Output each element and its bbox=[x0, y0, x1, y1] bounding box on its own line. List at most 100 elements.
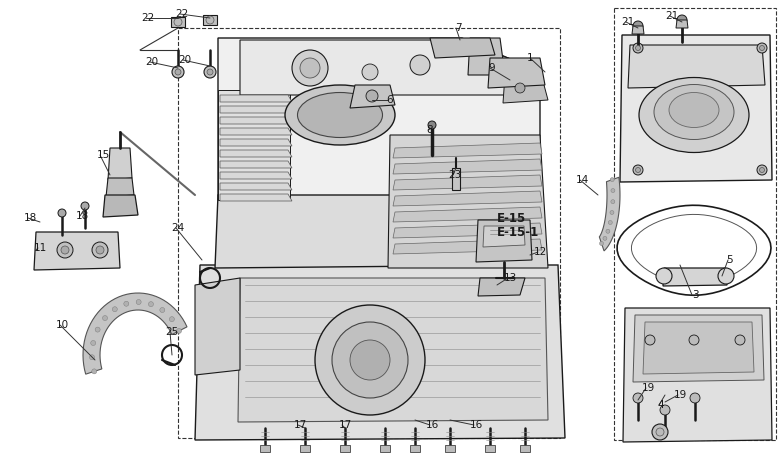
Circle shape bbox=[660, 405, 670, 415]
Circle shape bbox=[645, 335, 655, 345]
Circle shape bbox=[633, 43, 643, 53]
Circle shape bbox=[718, 268, 734, 284]
Circle shape bbox=[757, 43, 767, 53]
Polygon shape bbox=[663, 268, 727, 286]
Polygon shape bbox=[393, 207, 542, 222]
Circle shape bbox=[757, 165, 767, 175]
Polygon shape bbox=[633, 315, 764, 382]
Polygon shape bbox=[195, 278, 240, 375]
Polygon shape bbox=[195, 265, 565, 440]
Circle shape bbox=[91, 341, 96, 345]
Text: 14: 14 bbox=[575, 175, 589, 185]
Circle shape bbox=[176, 328, 181, 333]
Text: 12: 12 bbox=[533, 247, 546, 257]
Polygon shape bbox=[380, 445, 390, 452]
Circle shape bbox=[633, 165, 643, 175]
Circle shape bbox=[656, 428, 664, 436]
Circle shape bbox=[611, 200, 615, 204]
Circle shape bbox=[611, 189, 615, 193]
Polygon shape bbox=[34, 232, 120, 270]
Polygon shape bbox=[488, 58, 545, 88]
Circle shape bbox=[172, 66, 184, 78]
Polygon shape bbox=[260, 445, 270, 452]
Polygon shape bbox=[171, 17, 185, 27]
Text: 17: 17 bbox=[293, 420, 307, 430]
Polygon shape bbox=[483, 226, 525, 247]
Polygon shape bbox=[220, 150, 292, 157]
Polygon shape bbox=[103, 195, 138, 217]
Polygon shape bbox=[628, 45, 765, 88]
Circle shape bbox=[103, 316, 107, 320]
Circle shape bbox=[292, 50, 328, 86]
Text: 11: 11 bbox=[34, 243, 46, 253]
Text: 18: 18 bbox=[75, 211, 89, 221]
Polygon shape bbox=[240, 40, 540, 95]
Circle shape bbox=[350, 340, 390, 380]
Polygon shape bbox=[476, 220, 532, 262]
Polygon shape bbox=[393, 239, 542, 254]
Text: 8: 8 bbox=[426, 125, 434, 135]
Polygon shape bbox=[220, 128, 292, 135]
Circle shape bbox=[690, 393, 700, 403]
Polygon shape bbox=[220, 95, 292, 102]
Polygon shape bbox=[410, 445, 420, 452]
Text: 20: 20 bbox=[179, 55, 191, 65]
Text: E-15-1: E-15-1 bbox=[497, 225, 539, 238]
Circle shape bbox=[148, 301, 154, 307]
Polygon shape bbox=[520, 445, 530, 452]
Circle shape bbox=[428, 121, 436, 129]
Polygon shape bbox=[106, 178, 134, 197]
Text: 3: 3 bbox=[691, 290, 699, 300]
Circle shape bbox=[92, 369, 96, 374]
Text: 22: 22 bbox=[176, 9, 189, 19]
Ellipse shape bbox=[285, 85, 395, 145]
Circle shape bbox=[207, 69, 213, 75]
Polygon shape bbox=[218, 90, 290, 200]
Polygon shape bbox=[300, 445, 310, 452]
Circle shape bbox=[608, 220, 612, 225]
Polygon shape bbox=[393, 159, 542, 174]
Polygon shape bbox=[220, 172, 292, 179]
Circle shape bbox=[410, 55, 430, 75]
Circle shape bbox=[95, 327, 100, 332]
Polygon shape bbox=[83, 293, 187, 374]
Text: 25: 25 bbox=[165, 327, 179, 337]
Circle shape bbox=[300, 58, 320, 78]
Polygon shape bbox=[632, 26, 644, 34]
Polygon shape bbox=[340, 445, 350, 452]
Polygon shape bbox=[643, 322, 754, 374]
Text: 10: 10 bbox=[56, 320, 68, 330]
Circle shape bbox=[174, 18, 182, 26]
Polygon shape bbox=[393, 175, 542, 190]
Circle shape bbox=[636, 167, 641, 172]
Circle shape bbox=[58, 209, 66, 217]
Circle shape bbox=[515, 83, 525, 93]
Text: 15: 15 bbox=[96, 150, 110, 160]
Circle shape bbox=[689, 335, 699, 345]
Circle shape bbox=[315, 305, 425, 415]
Ellipse shape bbox=[654, 84, 734, 140]
Circle shape bbox=[633, 21, 643, 31]
Ellipse shape bbox=[639, 77, 749, 153]
Polygon shape bbox=[220, 183, 292, 190]
Text: E-15: E-15 bbox=[497, 212, 526, 225]
Polygon shape bbox=[203, 15, 217, 25]
Bar bbox=[452, 168, 460, 190]
Text: 18: 18 bbox=[24, 213, 37, 223]
Circle shape bbox=[652, 424, 668, 440]
Circle shape bbox=[600, 242, 604, 245]
Circle shape bbox=[760, 46, 764, 51]
Circle shape bbox=[124, 301, 129, 306]
Text: 1: 1 bbox=[527, 53, 533, 63]
Ellipse shape bbox=[297, 93, 383, 137]
Polygon shape bbox=[468, 38, 505, 75]
Polygon shape bbox=[478, 278, 525, 296]
Circle shape bbox=[633, 393, 643, 403]
Text: 19: 19 bbox=[641, 383, 655, 393]
Circle shape bbox=[112, 307, 118, 312]
Circle shape bbox=[169, 317, 174, 322]
Circle shape bbox=[96, 246, 104, 254]
Text: 22: 22 bbox=[141, 13, 154, 23]
Text: 21: 21 bbox=[622, 17, 634, 27]
Circle shape bbox=[636, 46, 641, 51]
